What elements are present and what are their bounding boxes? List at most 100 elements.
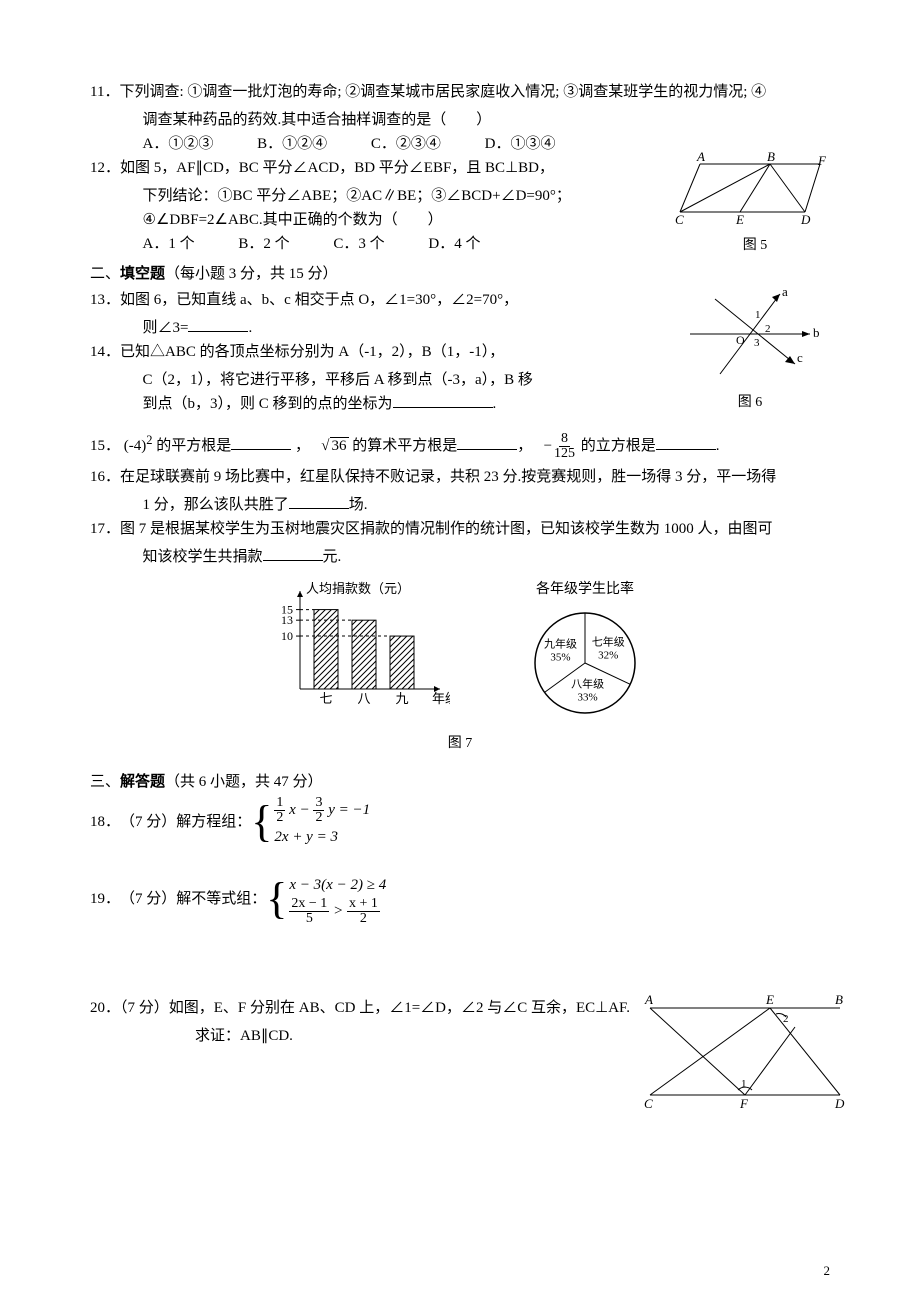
svg-text:七: 七 [319, 691, 332, 706]
svg-text:B: B [767, 152, 775, 164]
q-number: 11． [90, 84, 119, 100]
q16-line2: 1 分，那么该队共胜了场. [90, 493, 830, 517]
svg-text:2: 2 [765, 323, 771, 335]
q-number: 13． [90, 292, 120, 308]
eq-tail: y = −1 [324, 802, 370, 818]
fig5-svg: A B F C E D [670, 152, 840, 227]
q15-neg: − [544, 438, 552, 454]
eq-line-1: x − 3(x − 2) ≥ 4 [289, 873, 386, 897]
q-text: 下列调查: ①调查一批灯泡的寿命; ②调查某城市居民家庭收入情况; ③调查某班学… [119, 84, 766, 100]
fig7-bar-chart: 101315七八九人均捐款数（元）年级 [260, 579, 450, 717]
opt-c: C．②③④ [371, 132, 441, 156]
q-number: 14． [90, 344, 120, 360]
eq-line-2: 2x − 15 > x + 12 [289, 897, 386, 926]
section-head-num: 二、 [90, 266, 120, 282]
opt-b: B．①②④ [257, 132, 327, 156]
figure-6: a b c O 1 2 3 图 6 [670, 284, 830, 414]
opt-d: D．①③④ [485, 132, 556, 156]
q15-comma1: ， [295, 438, 310, 454]
svg-text:D: D [834, 1096, 845, 1110]
eq-lines: x − 3(x − 2) ≥ 4 2x − 15 > x + 12 [289, 873, 386, 926]
q-text: 如图 5，AF∥CD，BC 平分∠ACD，BD 平分∠EBF，且 BC⊥BD， [120, 160, 554, 176]
q15-sqrt: √36 [321, 437, 348, 454]
frac-den: 2 [313, 811, 324, 825]
blank [393, 392, 493, 408]
q-number: 17． [90, 521, 120, 537]
q15-t2: 的算术平方根是 [349, 438, 458, 454]
q15-t3: 的立方根是 [577, 438, 656, 454]
blank [656, 434, 716, 450]
svg-text:E: E [765, 992, 774, 1007]
q-number: 16． [90, 469, 120, 485]
blank [263, 545, 323, 561]
section-head-tail: （共 6 小题，共 47 分） [165, 774, 323, 790]
question-15: 15． (-4)2 的平方根是 ， √36 的算术平方根是， −8125 的立方… [90, 430, 830, 461]
question-17: 17．图 7 是根据某校学生为玉树地震灾区捐款的情况制作的统计图，已知该校学生数… [90, 517, 830, 541]
svg-text:1: 1 [755, 309, 761, 321]
q16-prefix: 1 分，那么该队共胜了 [143, 497, 289, 513]
blank [231, 434, 291, 450]
q-number: 19． [90, 887, 120, 911]
frac-den: 125 [552, 447, 577, 461]
q19-inequality-system: { x − 3(x − 2) ≥ 4 2x − 15 > x + 12 [266, 873, 386, 926]
svg-text:七年级: 七年级 [592, 635, 625, 649]
q14-suffix: . [493, 396, 497, 412]
left-brace-icon: { [251, 800, 272, 844]
section-3-heading: 三、解答题（共 6 小题，共 47 分） [90, 770, 830, 794]
q15-t1: 的平方根是 [153, 438, 232, 454]
q-number: 15． [90, 438, 120, 454]
frac-den: 2 [358, 912, 369, 926]
svg-text:15: 15 [281, 603, 293, 617]
section-2-heading: 二、填空题（每小题 3 分，共 15 分） [90, 262, 830, 286]
svg-text:C: C [675, 212, 684, 227]
q-number: 12． [90, 160, 120, 176]
opt-a: A．1 个 [143, 232, 195, 256]
opt-d: D．4 个 [428, 232, 480, 256]
eq-mid: x − [285, 802, 313, 818]
section-head-bold: 解答题 [120, 774, 165, 790]
pie-chart-svg: 七年级32%八年级33%九年级35% [510, 601, 660, 721]
frac-num: 8 [559, 432, 570, 447]
section-head-tail: （每小题 3 分，共 15 分） [165, 266, 338, 282]
question-18: 18．（7 分）解方程组： { 12 x − 32 y = −1 2x + y … [90, 796, 830, 849]
svg-text:八: 八 [357, 691, 370, 706]
svg-text:3: 3 [754, 337, 760, 349]
q14-prefix: 到点（b，3），则 C 移到的点的坐标为 [143, 396, 393, 412]
fig6-label: 图 6 [670, 392, 830, 414]
svg-text:F: F [817, 153, 827, 168]
q-text: （7 分）如图，E、F 分别在 AB、CD 上，∠1=∠D，∠2 与∠C 互余，… [120, 1000, 630, 1016]
svg-text:八年级: 八年级 [571, 677, 604, 691]
q15-comma2: ， [517, 438, 532, 454]
q11-line2: 调查某种药品的药效.其中适合抽样调查的是（ ） [90, 108, 830, 132]
question-19: 19．（7 分）解不等式组： { x − 3(x − 2) ≥ 4 2x − 1… [90, 873, 830, 926]
frac-num: x + 1 [347, 897, 380, 912]
q17-prefix: 知该校学生共捐款 [143, 549, 263, 565]
q15-expr1-base: (-4) [124, 438, 147, 454]
question-11: 11．下列调查: ①调查一批灯泡的寿命; ②调查某城市居民家庭收入情况; ③调查… [90, 80, 830, 104]
svg-text:35%: 35% [550, 652, 570, 664]
figure-7: 101315七八九人均捐款数（元）年级 各年级学生比率 七年级32%八年级33%… [90, 579, 830, 729]
frac-den: 2 [274, 811, 285, 825]
blank [289, 493, 349, 509]
fig5-label: 图 5 [670, 235, 840, 257]
svg-text:年级: 年级 [432, 691, 450, 706]
q-number: 20． [90, 1000, 120, 1016]
opt-a: A．①②③ [143, 132, 214, 156]
q15-end: . [716, 438, 720, 454]
eq-line-2: 2x + y = 3 [274, 825, 370, 849]
svg-text:F: F [739, 1096, 749, 1110]
section-head-num: 三、 [90, 774, 120, 790]
opt-b: B．2 个 [238, 232, 289, 256]
frac-num: 1 [274, 796, 285, 811]
svg-text:b: b [813, 325, 820, 340]
figure-5: A B F C E D 图 5 [670, 152, 840, 257]
left-brace-icon: { [266, 877, 287, 921]
q-text: 已知△ABC 的各顶点坐标分别为 A（-1，2），B（1，-1）， [120, 344, 504, 360]
svg-text:1: 1 [741, 1078, 747, 1090]
section-head-bold: 填空题 [120, 266, 165, 282]
q15-frac: 8125 [552, 432, 577, 461]
q-text: 在足球联赛前 9 场比赛中，红星队保持不败记录，共积 23 分.按竞赛规则，胜一… [120, 469, 776, 485]
eq-mid: > [329, 903, 347, 919]
pie-title: 各年级学生比率 [510, 579, 660, 601]
figure-q20: A E B C F D 1 2 [640, 990, 850, 1118]
